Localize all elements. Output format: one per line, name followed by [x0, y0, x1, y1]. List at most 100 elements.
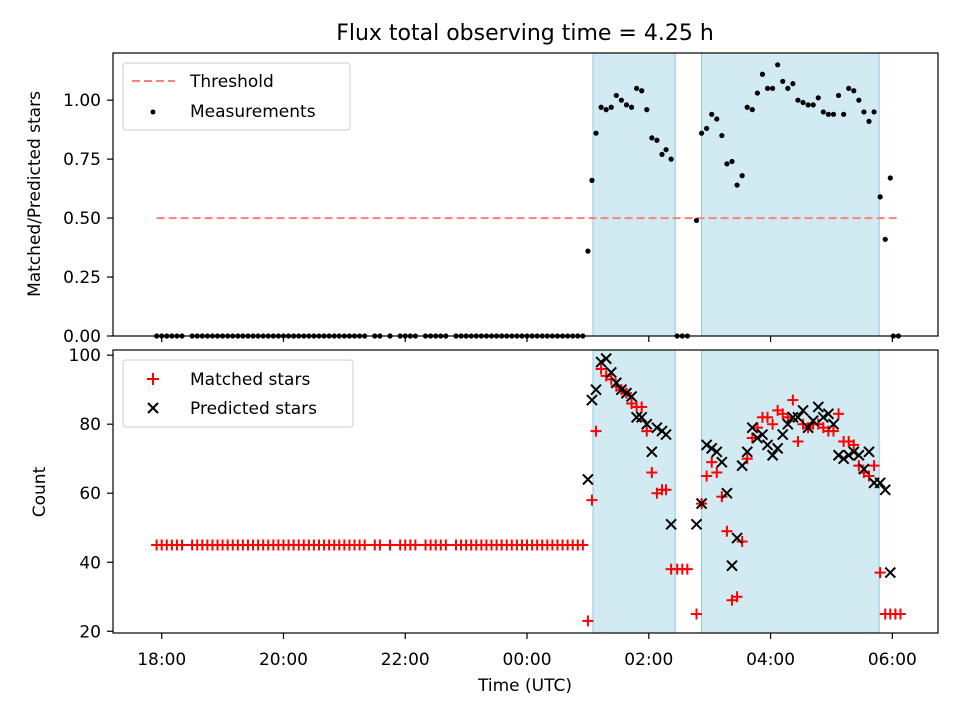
cross-b [711, 446, 723, 458]
cross-b [879, 484, 891, 496]
predicted-star-point [700, 439, 713, 451]
cross-b [736, 459, 748, 472]
matched-star-point [792, 435, 804, 447]
predicted-star-point [756, 428, 769, 441]
predicted-star-point [731, 532, 743, 544]
y-tick-label: 0.25 [63, 268, 101, 288]
matched-star-point [716, 491, 728, 503]
matched-star-point [868, 460, 880, 472]
measurement-point [780, 78, 786, 84]
measurement-point [734, 182, 740, 188]
y-tick-label: 1.00 [63, 91, 101, 111]
measurement-point [729, 158, 735, 165]
cross-b [874, 477, 886, 489]
measurement-point [744, 104, 750, 110]
predicted-star-point [620, 387, 633, 399]
cross-b [726, 559, 738, 572]
measurement-point [764, 85, 771, 91]
legend-predicted-label: Predicted stars [190, 399, 317, 419]
cross-b [827, 418, 840, 430]
cross-b [756, 428, 769, 441]
measurement-point [795, 97, 801, 103]
top-shaded-regions [592, 52, 880, 337]
bottom-axes: 20 40 60 80 100 [69, 346, 893, 642]
measurement-point [668, 156, 674, 162]
predicted-star-point [615, 383, 628, 396]
predicted-star-point [827, 418, 840, 430]
measurement-point [851, 88, 857, 94]
matched-star-point [863, 470, 875, 482]
predicted-star-point [787, 411, 799, 424]
cross-b [802, 421, 814, 434]
measurement-point [825, 111, 832, 117]
matched-star-point [731, 591, 743, 603]
measurement-point [835, 92, 842, 99]
cross-b [695, 497, 708, 510]
measurement-point [613, 92, 619, 99]
matched-star-point [762, 411, 774, 423]
measurement-point [659, 151, 665, 158]
cross-b [590, 383, 602, 396]
measurement-point [775, 62, 781, 68]
matched-star-point [176, 539, 188, 551]
cross-b [706, 442, 718, 455]
matched-star-point [440, 539, 452, 551]
predicted-star-point [716, 456, 728, 468]
legend-predicted-swatch [147, 402, 159, 414]
predicted-star-point [751, 432, 764, 444]
predicted-star-point [610, 377, 623, 389]
measurement-point [714, 116, 720, 122]
predicted-star-point [879, 484, 891, 496]
legend-measurements-label: Measurements [190, 102, 316, 122]
matched-stars-series [151, 363, 906, 627]
cross-b [625, 390, 638, 403]
cross-b [746, 421, 759, 434]
cross-b [751, 432, 764, 444]
predicted-star-point [726, 559, 738, 572]
cross-b [646, 446, 658, 458]
y-tick-label: 0.00 [63, 327, 101, 347]
predicted-star-point [812, 401, 824, 413]
measurement-point [877, 194, 883, 200]
matched-star-point [827, 425, 839, 437]
measurement-point [623, 102, 630, 108]
matched-star-point [646, 467, 658, 479]
predicted-star-point [711, 446, 723, 458]
measurement-point [815, 95, 821, 101]
cross-b [620, 387, 633, 399]
measurement-point [754, 90, 760, 96]
matched-star-point [736, 536, 748, 548]
legend-matched-label: Matched stars [190, 370, 310, 390]
predicted-star-point [837, 453, 850, 465]
predicted-star-point [777, 428, 789, 441]
matched-star-point [636, 401, 648, 413]
cross-b [721, 487, 733, 499]
matched-star-point [848, 439, 860, 451]
y-tick-label: 80 [79, 415, 101, 435]
bottom-panel: 20 40 60 80 100 Count Matched stars Predicte… [30, 346, 939, 642]
measurement-point [654, 137, 660, 143]
matched-star-point [874, 567, 886, 579]
cross-b [731, 532, 743, 544]
cross-b [842, 449, 855, 461]
cross-b [777, 428, 789, 441]
x-tick-label: 20:00 [259, 650, 308, 670]
cross-b [635, 411, 648, 424]
top-axes: 0.00 0.25 0.50 0.75 1.00 [63, 91, 893, 347]
measurement-point [628, 104, 635, 110]
measurement-point [603, 107, 609, 113]
cross-b [771, 442, 784, 455]
top-legend-box [122, 62, 351, 131]
x-axis: 18:00 20:00 22:00 00:00 02:00 04:00 06:00 [137, 650, 917, 670]
measurement-point [820, 109, 826, 115]
top-plot-frame [112, 52, 939, 337]
cross-b [782, 418, 794, 430]
y-tick-label: 20 [79, 622, 101, 642]
matched-star-point [586, 494, 598, 506]
cross-b [700, 439, 713, 451]
cross-b [615, 383, 628, 396]
measurement-point [856, 97, 862, 103]
measurement-point [663, 147, 669, 153]
cross-b [690, 518, 703, 530]
